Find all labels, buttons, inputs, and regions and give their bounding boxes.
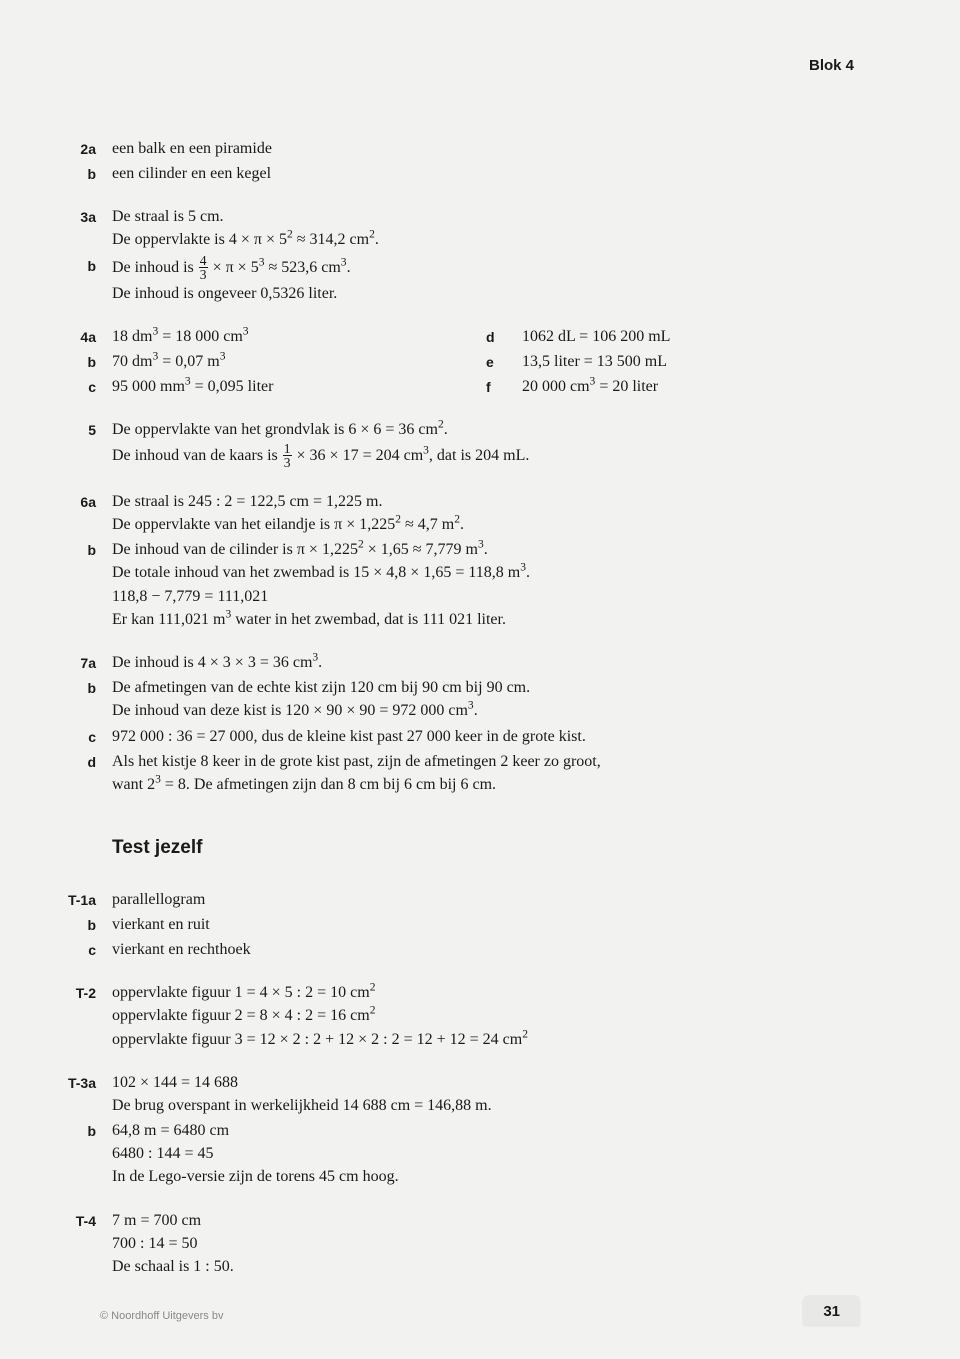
label-2b: b [60, 162, 112, 185]
answer-7c: 972 000 : 36 = 27 000, dus de kleine kis… [112, 725, 860, 748]
question-5: 5 De oppervlakte van het grondvlak is 6 … [60, 418, 860, 469]
question-6: 6a De straal is 245 : 2 = 122,5 cm = 1,2… [60, 490, 860, 631]
answer-4c: 95 000 mm3 = 0,095 liter f20 000 cm3 = 2… [112, 375, 860, 398]
label-t1a: T-1a [60, 888, 112, 911]
label-7b: b [60, 676, 112, 722]
answer-t1b: vierkant en ruit [112, 913, 860, 936]
answer-2a: een balk en een piramide [112, 137, 860, 160]
label-4c: c [60, 375, 112, 398]
label-4f: f [486, 375, 522, 398]
question-t2: T-2 oppervlakte figuur 1 = 4 × 5 : 2 = 1… [60, 981, 860, 1051]
label-7c: c [60, 725, 112, 748]
blok-title: Blok 4 [809, 57, 854, 74]
label-7d: d [60, 750, 112, 796]
answer-2b: een cilinder en een kegel [112, 162, 860, 185]
label-5: 5 [60, 418, 112, 469]
answer-3a: De straal is 5 cm. De oppervlakte is 4 ×… [112, 205, 860, 251]
label-t1c: c [60, 938, 112, 961]
answer-6b: De inhoud van de cilinder is π × 1,2252 … [112, 538, 860, 631]
answer-t3b: 64,8 m = 6480 cm 6480 : 144 = 45 In de L… [112, 1119, 860, 1189]
answer-t4: 7 m = 700 cm 700 : 14 = 50 De schaal is … [112, 1209, 860, 1279]
answer-7d: Als het kistje 8 keer in de grote kist p… [112, 750, 860, 796]
label-4a: 4a [60, 325, 112, 348]
question-t3: T-3a 102 × 144 = 14 688 De brug overspan… [60, 1071, 860, 1189]
q3b-line2: De inhoud is ongeveer 0,5326 liter. [112, 282, 860, 305]
label-t3a: T-3a [60, 1071, 112, 1117]
label-t4: T-4 [60, 1209, 112, 1279]
label-t2: T-2 [60, 981, 112, 1051]
answer-t2: oppervlakte figuur 1 = 4 × 5 : 2 = 10 cm… [112, 981, 860, 1051]
label-t3b: b [60, 1119, 112, 1189]
q3a-line1: De straal is 5 cm. [112, 205, 860, 228]
page-number: 31 [803, 1295, 860, 1325]
q3a-line2: De oppervlakte is 4 × π × 52 ≈ 314,2 cm2… [112, 228, 860, 251]
label-4b: b [60, 350, 112, 373]
fraction-1-3: 13 [282, 442, 293, 470]
label-2a: 2a [60, 137, 112, 160]
question-3: 3a De straal is 5 cm. De oppervlakte is … [60, 205, 860, 305]
answer-4a: 18 dm3 = 18 000 cm3 d1062 dL = 106 200 m… [112, 325, 860, 348]
section-title: Test jezelf [112, 834, 860, 862]
label-4e: e [486, 350, 522, 373]
label-7a: 7a [60, 651, 112, 674]
answer-7b: De afmetingen van de echte kist zijn 120… [112, 676, 860, 722]
question-2: 2a een balk en een piramide b een cilind… [60, 137, 860, 185]
page-header: Blok 4 [60, 55, 860, 77]
label-t1b: b [60, 913, 112, 936]
label-6a: 6a [60, 490, 112, 536]
answer-7a: De inhoud is 4 × 3 × 3 = 36 cm3. [112, 651, 860, 674]
answer-t3a: 102 × 144 = 14 688 De brug overspant in … [112, 1071, 860, 1117]
answer-3b: De inhoud is 43 × π × 53 ≈ 523,6 cm3. De… [112, 254, 860, 305]
label-6b: b [60, 538, 112, 631]
answer-t1c: vierkant en rechthoek [112, 938, 860, 961]
label-3a: 3a [60, 205, 112, 251]
q3b-line1: De inhoud is 43 × π × 53 ≈ 523,6 cm3. [112, 254, 860, 282]
copyright-text: © Noordhoff Uitgevers bv [100, 1309, 223, 1325]
question-t4: T-4 7 m = 700 cm 700 : 14 = 50 De schaal… [60, 1209, 860, 1279]
fraction-4-3: 43 [198, 254, 209, 282]
question-4: 4a 18 dm3 = 18 000 cm3 d1062 dL = 106 20… [60, 325, 860, 399]
page-footer: © Noordhoff Uitgevers bv 31 [100, 1295, 860, 1325]
answer-t1a: parallellogram [112, 888, 860, 911]
question-7: 7a De inhoud is 4 × 3 × 3 = 36 cm3. b De… [60, 651, 860, 796]
answer-4b: 70 dm3 = 0,07 m3 e13,5 liter = 13 500 mL [112, 350, 860, 373]
label-4d: d [486, 325, 522, 348]
answer-6a: De straal is 245 : 2 = 122,5 cm = 1,225 … [112, 490, 860, 536]
answer-5: De oppervlakte van het grondvlak is 6 × … [112, 418, 860, 469]
label-3b: b [60, 254, 112, 305]
question-t1: T-1a parallellogram b vierkant en ruit c… [60, 888, 860, 962]
